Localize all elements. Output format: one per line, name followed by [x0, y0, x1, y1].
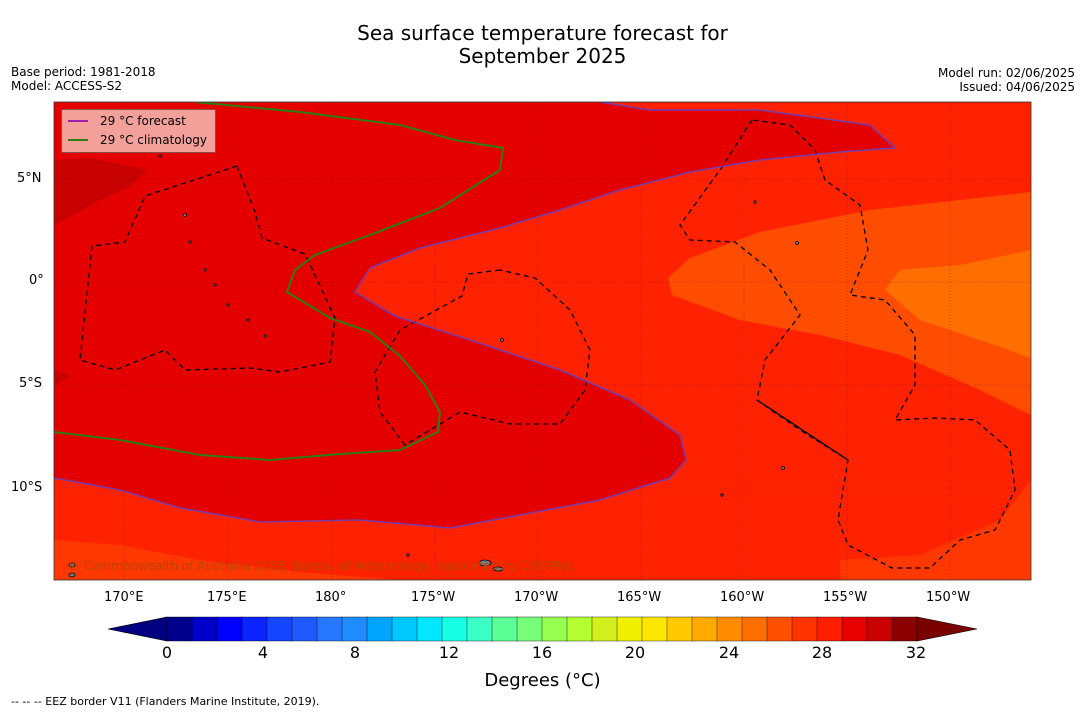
colorbar-segment	[266, 616, 293, 642]
map-area	[54, 102, 1031, 580]
colorbar-tick-8: 8	[349, 643, 361, 662]
sst-region-above-30-small	[54, 370, 70, 386]
colorbar-segment	[416, 616, 443, 642]
colorbar-segment	[866, 616, 893, 642]
issued-date: Issued: 04/06/2025	[959, 80, 1075, 94]
colorbar-tick-4: 4	[257, 643, 269, 662]
lon-label-150w: 150°W	[926, 590, 971, 605]
colorbar-segment	[391, 616, 418, 642]
sst-region-south-east-28	[840, 480, 1031, 580]
colorbar-segment	[241, 616, 268, 642]
lat-label-10s: 10°S	[11, 480, 43, 495]
sst-region-27-28	[668, 192, 1031, 415]
forecast-29c-contour	[54, 102, 897, 529]
lon-label-155w: 155°W	[823, 590, 868, 605]
colorbar-title: Degrees (°C)	[484, 670, 601, 691]
colorbar-segment	[566, 616, 593, 642]
colorbar-segment	[816, 616, 843, 642]
legend-item-forecast: 29 °C forecast	[68, 113, 186, 129]
lat-label-5s: 5°S	[19, 376, 43, 391]
lon-label-170e: 170°E	[104, 590, 144, 605]
colorbar-segment	[741, 616, 768, 642]
sst-region-above-29	[54, 102, 895, 528]
colorbar-segment	[541, 616, 568, 642]
colorbar-segment	[691, 616, 718, 642]
model-name: Model: ACCESS-S2	[11, 79, 123, 93]
colorbar-segment	[366, 616, 393, 642]
colorbar-tick-0: 0	[161, 643, 173, 662]
colorbar-tick-24: 24	[718, 643, 740, 662]
map-frame	[53, 101, 1032, 581]
colorbar	[107, 616, 978, 642]
colorbar-segment	[716, 616, 743, 642]
graticule	[54, 102, 1031, 580]
lon-label-160w: 160°W	[720, 590, 765, 605]
colorbar-extend-low	[107, 616, 168, 642]
base-period: Base period: 1981-2018	[11, 65, 156, 79]
islands	[68, 154, 799, 578]
colorbar-segment	[466, 616, 493, 642]
copyright-notice: © Commonwealth of Australia 2025, Bureau…	[68, 559, 574, 573]
legend-label-climatology: 29 °C climatology	[100, 133, 208, 147]
colorbar-segment	[641, 616, 668, 642]
eez-solid-border	[756, 399, 849, 461]
colorbar-segment	[891, 616, 918, 642]
colorbar-segment	[616, 616, 643, 642]
colorbar-tick-20: 20	[624, 643, 646, 662]
map-legend: 29 °C forecast 29 °C climatology	[61, 109, 216, 153]
colorbar-segment	[291, 616, 318, 642]
title-line-1: Sea surface temperature forecast for	[357, 21, 728, 45]
colorbar-segment	[191, 616, 218, 642]
lon-label-165w: 165°W	[617, 590, 662, 605]
colorbar-tick-12: 12	[438, 643, 460, 662]
title-line-2: September 2025	[458, 44, 627, 68]
legend-item-climatology: 29 °C climatology	[68, 132, 207, 148]
colorbar-segment	[316, 616, 343, 642]
legend-swatch-climatology	[68, 139, 88, 141]
colorbar-segment	[216, 616, 243, 642]
colorbar-segment	[666, 616, 693, 642]
sst-region-above-30	[54, 158, 148, 225]
colorbar-extend-high	[916, 616, 978, 642]
colorbar-segment	[841, 616, 868, 642]
page-title: Sea surface temperature forecast for Sep…	[0, 22, 1085, 68]
lon-label-170w: 170°W	[514, 590, 559, 605]
eez-borders	[79, 119, 1016, 569]
sst-region-south-28	[54, 540, 400, 580]
colorbar-segment	[591, 616, 618, 642]
colorbar-segment	[166, 616, 193, 642]
colorbar-tick-16: 16	[531, 643, 553, 662]
model-run: Model run: 02/06/2025	[937, 66, 1075, 80]
colorbar-tick-32: 32	[905, 643, 927, 662]
lon-label-180: 180°	[315, 590, 347, 605]
colorbar-segment	[516, 616, 543, 642]
lat-label-0: 0°	[29, 273, 44, 288]
meta-left: Base period: 1981-2018 Model: ACCESS-S2	[11, 65, 156, 93]
colorbar-segment	[341, 616, 368, 642]
colorbar-segment	[441, 616, 468, 642]
eez-footnote: -- -- -- EEZ border V11 (Flanders Marine…	[11, 695, 320, 708]
legend-label-forecast: 29 °C forecast	[100, 114, 186, 128]
colorbar-segment	[491, 616, 518, 642]
climatology-29c-contour	[54, 102, 505, 462]
meta-right: Model run: 02/06/2025 Issued: 04/06/2025	[938, 66, 1075, 94]
sst-region-26-27	[885, 250, 1031, 358]
colorbar-segment	[766, 616, 793, 642]
lon-label-175e: 175°E	[207, 590, 247, 605]
lat-label-5n: 5°N	[17, 171, 42, 186]
colorbar-tick-28: 28	[811, 643, 833, 662]
colorbar-segment	[791, 616, 818, 642]
legend-swatch-forecast	[68, 120, 88, 122]
lon-label-175w: 175°W	[411, 590, 456, 605]
